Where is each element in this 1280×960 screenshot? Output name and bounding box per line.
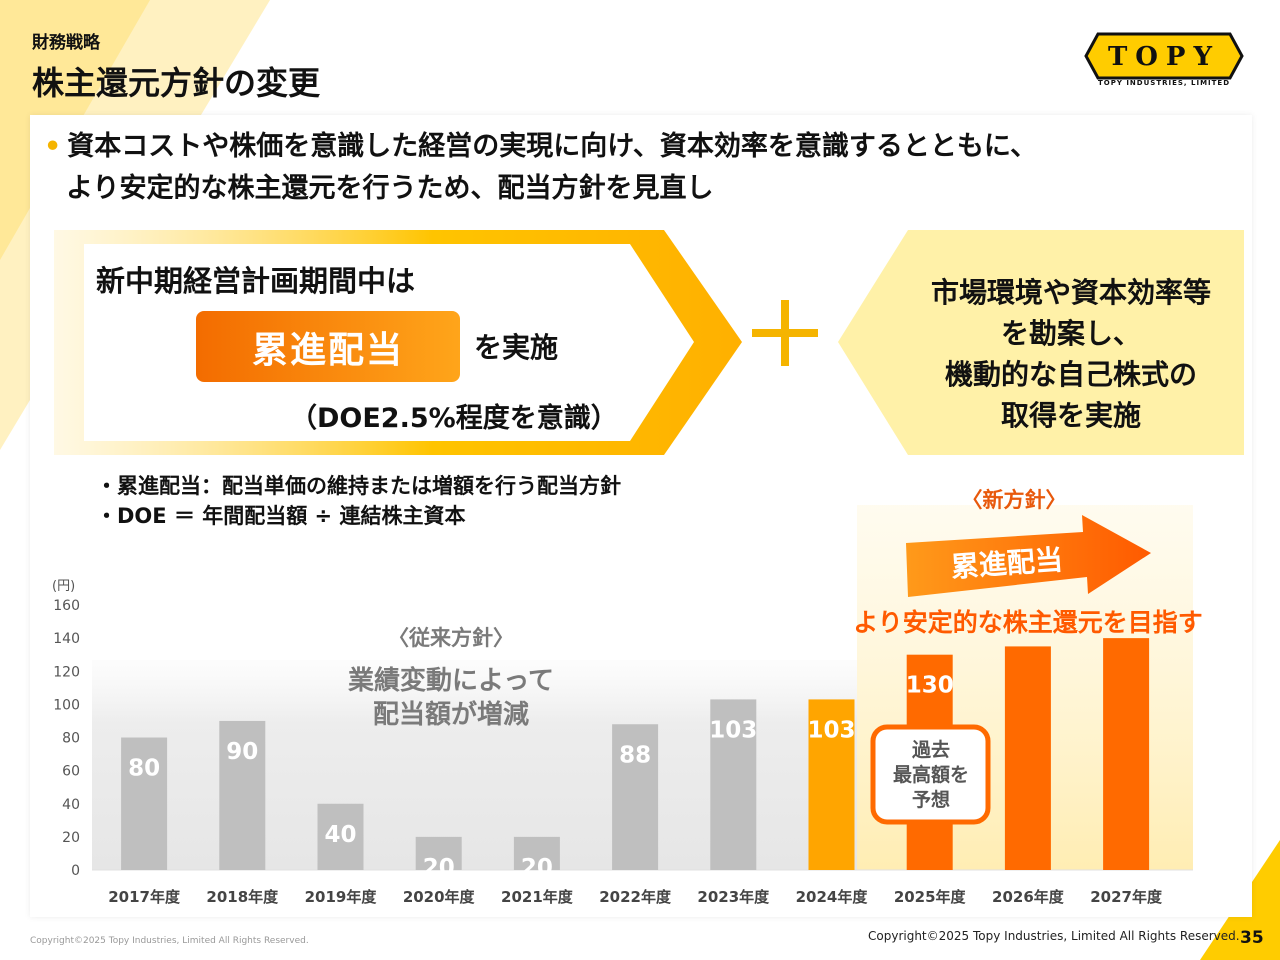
note-progressive: ・累進配当：配当単価の維持または増額を行う配当方針 — [96, 474, 621, 498]
svg-text:TOPY: TOPY — [1108, 42, 1220, 72]
right-box-text: 市場環境や資本効率等 を勘案し、 機動的な自己株式の 取得を実施 — [896, 272, 1246, 436]
old-policy-title: 〈従来方針〉 — [388, 626, 514, 650]
plus-icon — [752, 300, 818, 366]
right-box-line: 市場環境や資本効率等 — [930, 276, 1211, 309]
page-title: 株主還元方針の変更 — [32, 64, 321, 102]
bar-2023年度 — [710, 699, 757, 870]
section-category: 財務戦略 — [32, 33, 100, 53]
callout-line: 過去 — [912, 738, 950, 761]
bullet-line-2: より安定的な株主還元を行うため、配当方針を見直し — [66, 173, 714, 204]
bar-2022年度 — [612, 724, 659, 870]
new-policy-subtitle: より安定的な株主還元を目指す — [853, 608, 1203, 637]
x-tick-label: 2018年度 — [206, 888, 279, 906]
y-tick-label: 60 — [62, 764, 80, 780]
y-tick-label: 140 — [53, 631, 80, 647]
bar-value-label: 20 — [521, 855, 553, 881]
bar-value-label: 20 — [423, 855, 455, 881]
bar-value-label: 90 — [226, 739, 258, 765]
logo-caption: TOPY INDUSTRIES, LIMITED — [1097, 79, 1231, 87]
bullet-dot-icon: • — [44, 131, 62, 162]
policy-bullet: • 資本コストや株価を意識した経営の実現に向け、資本効率を意識するとともに、 より… — [44, 126, 1037, 210]
bar-2027年度 — [1103, 638, 1150, 870]
progressive-dividend-pill: 累進配当 — [196, 311, 460, 382]
x-tick-label: 2025年度 — [894, 888, 967, 906]
y-tick-label: 80 — [62, 731, 80, 747]
new-policy-arrow-label: 累進配当 — [950, 543, 1064, 584]
x-tick-label: 2021年度 — [501, 888, 574, 906]
right-box-line: を勘案し、 — [1000, 317, 1141, 350]
y-tick-label: 0 — [71, 863, 80, 879]
bar-value-label: 130 — [906, 673, 954, 699]
x-tick-label: 2022年度 — [599, 888, 672, 906]
y-tick-label: 100 — [53, 697, 80, 713]
x-tick-label: 2026年度 — [992, 888, 1065, 906]
old-policy-line: 業績変動によって — [348, 665, 554, 696]
bar-2020年度 — [415, 836, 462, 870]
bar-value-label: 88 — [619, 742, 651, 768]
callout-line: 予想 — [912, 788, 950, 811]
old-policy-line: 配当額が増減 — [373, 699, 529, 730]
x-tick-label: 2017年度 — [108, 888, 181, 906]
x-tick-label: 2027年度 — [1090, 888, 1163, 906]
footer-copyright-left: Copyright©2025 Topy Industries, Limited … — [30, 936, 309, 946]
y-axis-label: (円) — [52, 579, 75, 594]
bullet-line-1: 資本コストや株価を意識した経営の実現に向け、資本効率を意識するとともに、 — [67, 131, 1038, 162]
y-tick-label: 160 — [53, 598, 80, 614]
footer-copyright-right: Copyright©2025 Topy Industries, Limited … — [868, 929, 1240, 943]
dividend-chart: (円) 0 20 40 60 80 100 120 140 160 80 2017年度 90 2018年… — [52, 488, 1203, 906]
right-box-line: 取得を実施 — [1000, 399, 1141, 432]
bar-2019年度 — [317, 803, 364, 870]
bar-2017年度 — [121, 737, 168, 870]
bar-2018年度 — [219, 720, 266, 870]
new-policy-arrow-icon — [906, 515, 1151, 597]
left-box-implement: を実施 — [474, 331, 559, 364]
pill-label: 累進配当 — [251, 329, 404, 371]
bar-2024年度 — [808, 699, 855, 870]
y-tick-label: 40 — [62, 797, 80, 813]
bar-2026年度 — [1004, 646, 1051, 870]
right-box-line: 機動的な自己株式の — [944, 358, 1197, 391]
left-box-doe: （DOE2.5%程度を意識） — [290, 403, 618, 434]
buyback-box — [838, 230, 1244, 455]
bar-2021年度 — [513, 836, 560, 870]
bar-value-label: 103 — [709, 717, 757, 743]
page-number: 35 — [1240, 928, 1264, 948]
bar-value-label: 103 — [807, 717, 855, 743]
bar-value-label: 40 — [324, 822, 356, 848]
x-tick-label: 2023年度 — [697, 888, 770, 906]
note-doe: ・DOE ＝ 年間配当額 ÷ 連結株主資本 — [96, 504, 466, 528]
x-tick-label: 2020年度 — [403, 888, 476, 906]
new-policy-title: 〈新方針〉 — [962, 488, 1067, 512]
bar-value-label: 80 — [128, 756, 160, 782]
callout-line: 最高額を — [893, 763, 969, 786]
topy-logo: TOPY — [1084, 32, 1244, 80]
left-box-title: 新中期経営計画期間中は — [96, 264, 416, 298]
callout-box — [870, 724, 991, 825]
y-tick-label: 120 — [53, 664, 80, 680]
y-tick-label: 20 — [62, 830, 80, 846]
x-tick-label: 2024年度 — [796, 888, 869, 906]
x-tick-label: 2019年度 — [305, 888, 378, 906]
